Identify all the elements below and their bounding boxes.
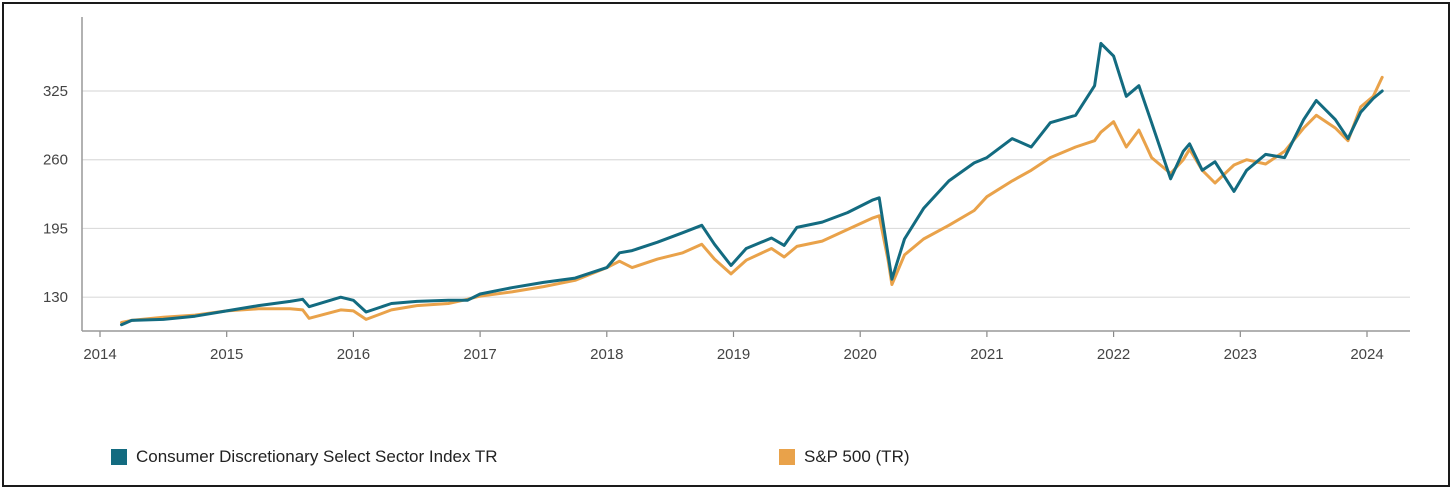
y-tick-label: 260 (43, 152, 68, 169)
x-tick-label: 2021 (970, 346, 1003, 363)
y-tick-label: 195 (43, 220, 68, 237)
x-tick-label: 2024 (1350, 346, 1383, 363)
legend-label-sp500: S&P 500 (TR) (804, 447, 910, 466)
x-tick-label: 2018 (590, 346, 623, 363)
x-tick-label: 2019 (717, 346, 750, 363)
x-tick-label: 2023 (1224, 346, 1257, 363)
x-tick-label: 2015 (210, 346, 243, 363)
y-tick-label: 325 (43, 83, 68, 100)
x-tick-label: 2014 (83, 346, 116, 363)
x-tick-label: 2016 (337, 346, 370, 363)
legend-swatch-consumer-discretionary (111, 449, 127, 465)
legend-label-consumer-discretionary: Consumer Discretionary Select Sector Ind… (136, 447, 498, 466)
y-tick-label: 130 (43, 289, 68, 306)
chart-frame (2, 2, 1450, 487)
series-line-sp500 (120, 75, 1384, 324)
legend-item-consumer-discretionary: Consumer Discretionary Select Sector Ind… (111, 447, 498, 467)
x-tick-label: 2022 (1097, 346, 1130, 363)
legend-swatch-sp500 (779, 449, 795, 465)
x-tick-label: 2020 (844, 346, 877, 363)
x-tick-label: 2017 (463, 346, 496, 363)
series-line-consumer-discretionary (120, 41, 1384, 327)
legend-item-sp500: S&P 500 (TR) (779, 447, 910, 467)
